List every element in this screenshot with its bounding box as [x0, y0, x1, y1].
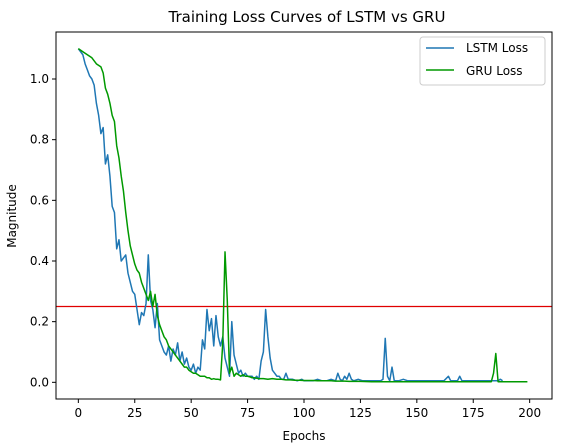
- x-tick-label: 75: [240, 406, 255, 420]
- legend: LSTM Loss GRU Loss: [419, 36, 546, 86]
- x-tick-label: 175: [462, 406, 485, 420]
- y-tick-label: 1.0: [30, 72, 49, 86]
- x-tick-label: 100: [293, 406, 316, 420]
- x-tick-label: 0: [75, 406, 83, 420]
- y-axis: 0.0 0.2 0.4 0.6 0.8 1.0: [30, 72, 56, 389]
- x-tick-label: 125: [349, 406, 372, 420]
- chart-title: Training Loss Curves of LSTM vs GRU: [168, 8, 446, 26]
- y-axis-label: Magnitude: [5, 184, 19, 248]
- y-tick-label: 0.6: [30, 193, 49, 207]
- legend-label-gru: GRU Loss: [466, 64, 523, 78]
- x-axis-label: Epochs: [283, 429, 326, 443]
- plot-area: [55, 31, 553, 400]
- x-tick-label: 50: [184, 406, 199, 420]
- series-line-gru-loss: [77, 48, 528, 383]
- legend-label-lstm: LSTM Loss: [466, 41, 528, 55]
- x-tick-label: 25: [127, 406, 142, 420]
- y-tick-label: 0.4: [30, 254, 49, 268]
- x-tick-label: 150: [405, 406, 428, 420]
- y-tick-label: 0.0: [30, 375, 49, 389]
- series-layer: [77, 48, 528, 383]
- legend-box: [419, 36, 546, 86]
- x-axis: 0 25 50 75 100 125 150 175 200: [75, 399, 541, 420]
- y-tick-label: 0.2: [30, 315, 49, 329]
- y-tick-label: 0.8: [30, 133, 49, 147]
- x-tick-label: 200: [518, 406, 541, 420]
